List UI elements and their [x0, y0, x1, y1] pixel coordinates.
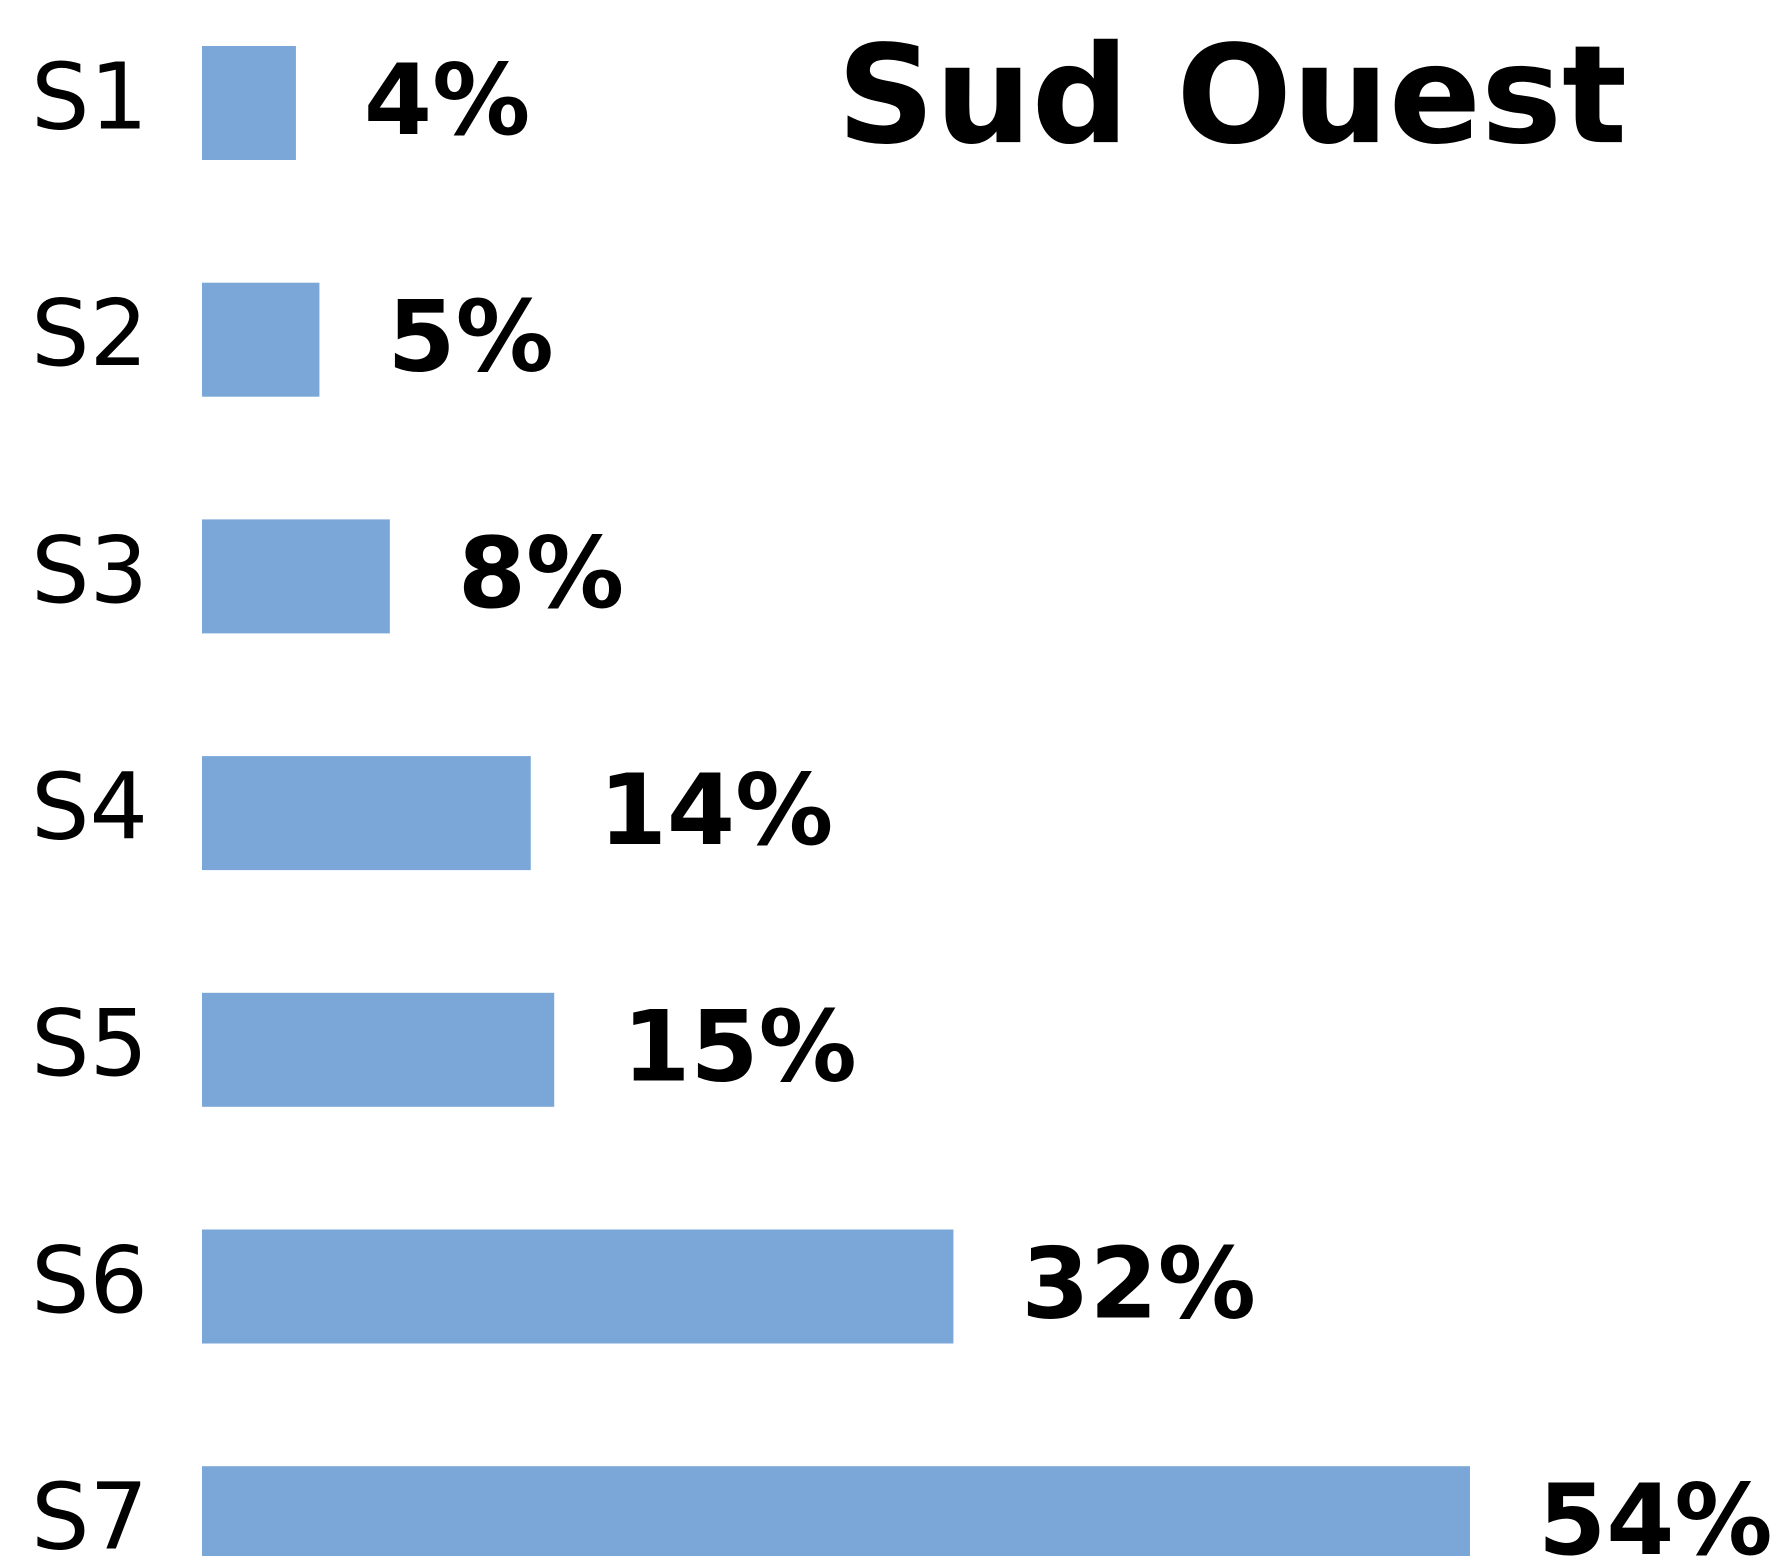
y-tick-label: S6: [31, 1227, 148, 1334]
bar: [202, 46, 296, 160]
data-label: 32%: [1021, 1227, 1256, 1341]
bar: [202, 756, 531, 871]
chart-title: Sud Ouest: [837, 17, 1627, 175]
data-label: 15%: [622, 991, 857, 1105]
data-label: 8%: [458, 517, 624, 631]
y-tick-label: S7: [31, 1464, 148, 1556]
bar: [202, 1229, 954, 1344]
data-label: 4%: [364, 44, 530, 158]
y-tick-label: S2: [31, 280, 148, 387]
y-tick-label: S1: [31, 43, 148, 150]
data-label: 54%: [1538, 1464, 1773, 1556]
bar: [202, 992, 555, 1107]
y-tick-label: S5: [31, 990, 148, 1097]
bar: [202, 1466, 1470, 1556]
y-tick-label: S3: [31, 517, 148, 624]
bar: [202, 282, 320, 397]
data-label: 14%: [599, 754, 834, 868]
y-tick-label: S4: [31, 753, 148, 860]
data-label: 5%: [387, 281, 553, 395]
bar: [202, 519, 390, 634]
